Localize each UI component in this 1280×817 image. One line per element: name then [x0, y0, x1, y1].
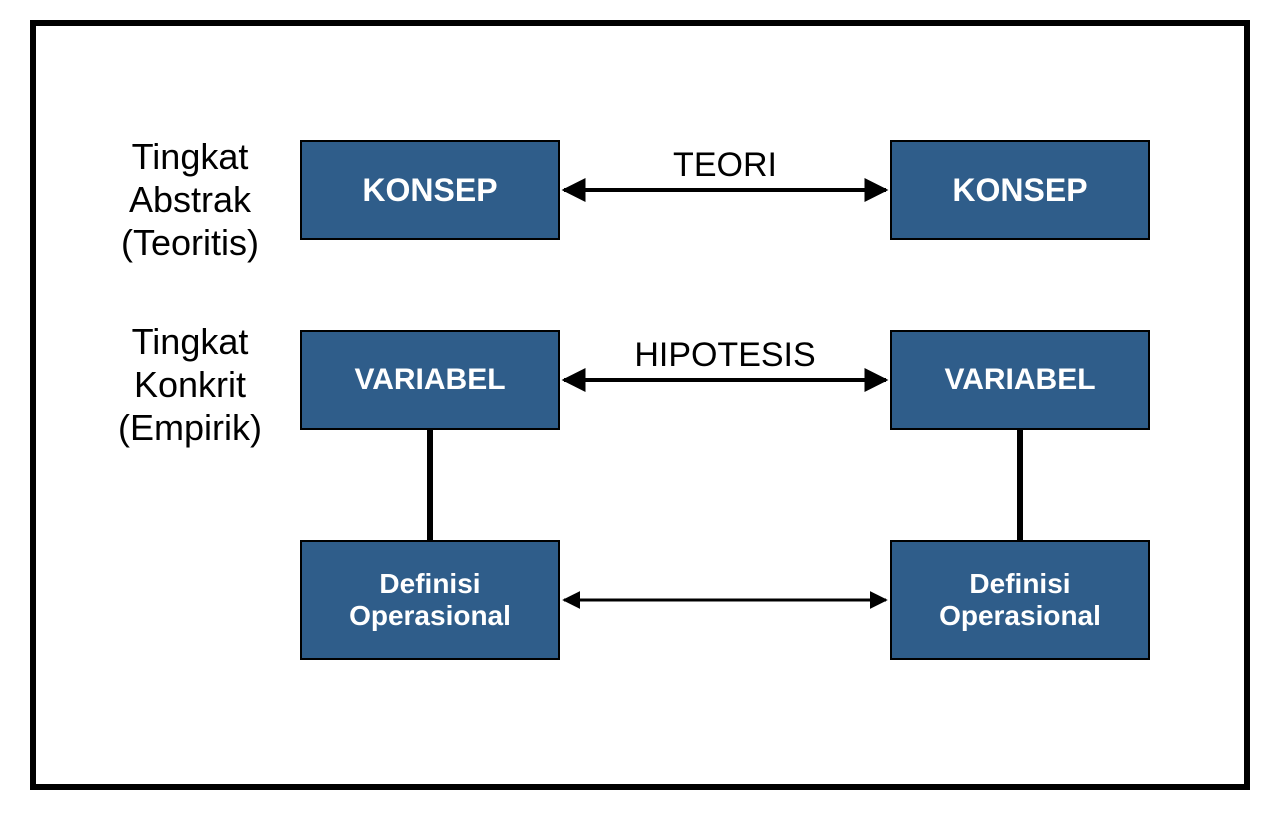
edge-label-teori: TEORI	[575, 146, 875, 185]
edge-label-hipotesis: HIPOTESIS	[575, 336, 875, 375]
connector-layer	[0, 0, 1280, 817]
